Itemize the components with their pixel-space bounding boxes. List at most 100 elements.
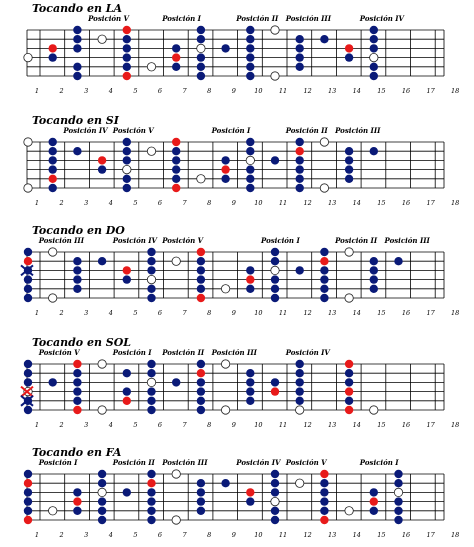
fret-number: 8 xyxy=(207,531,211,539)
scale-note-dot xyxy=(48,156,57,165)
scale-note-dot xyxy=(369,62,378,71)
fret-number: 11 xyxy=(279,309,287,317)
fret-number: 14 xyxy=(353,421,361,429)
scale-note-dot xyxy=(295,359,304,369)
root-note-dot xyxy=(73,359,82,369)
fret-number: 15 xyxy=(377,199,385,207)
scale-note-dot xyxy=(23,488,33,497)
fret-number: 13 xyxy=(328,531,336,539)
scale-note-dot xyxy=(196,62,206,71)
open-note-dot xyxy=(369,52,379,63)
scale-note-dot xyxy=(23,469,33,479)
fret-number: 18 xyxy=(451,309,459,317)
scale-note-dot xyxy=(97,506,107,515)
fret-number: 9 xyxy=(232,87,236,95)
open-note-dot xyxy=(245,155,255,165)
open-note-dot xyxy=(319,183,329,193)
scale-note-dot xyxy=(172,44,181,53)
fret-number: 12 xyxy=(303,421,311,429)
cross-marker-icon xyxy=(20,385,34,398)
fret-number: 9 xyxy=(232,421,236,429)
root-note-dot xyxy=(122,396,131,405)
scale-note-dot xyxy=(196,497,206,506)
scale-note-dot xyxy=(295,165,304,174)
scale-note-dot xyxy=(122,156,131,165)
scale-note-dot xyxy=(270,469,280,479)
cross-marker-icon xyxy=(20,395,34,407)
scale-note-dot xyxy=(172,165,181,174)
scale-note-dot xyxy=(23,275,33,284)
fret-number: 13 xyxy=(328,87,336,95)
fret-number: 7 xyxy=(183,531,188,539)
scale-note-dot xyxy=(394,257,403,266)
open-note-dot xyxy=(221,405,231,415)
position-label: Posición II xyxy=(285,126,329,135)
root-note-dot xyxy=(270,387,280,396)
scale-note-dot xyxy=(344,369,354,378)
scale-note-dot xyxy=(295,174,304,183)
scale-note-dot xyxy=(172,156,181,165)
fret-number: 10 xyxy=(254,309,262,317)
fret-number: 11 xyxy=(279,199,287,207)
fret-number: 12 xyxy=(303,309,311,317)
root-note-dot xyxy=(23,257,33,266)
position-label: Posición IV xyxy=(62,126,109,135)
scale-note-dot xyxy=(73,387,82,396)
fret-number: 10 xyxy=(254,87,262,95)
fret-number: 12 xyxy=(303,87,311,95)
fret-number: 14 xyxy=(353,199,361,207)
scale-note-dot xyxy=(320,284,329,293)
fret-number: 5 xyxy=(133,87,137,95)
fret-number: 15 xyxy=(377,309,385,317)
fret-number: 18 xyxy=(451,421,459,429)
fret-number: 6 xyxy=(158,87,162,95)
fret-number: 3 xyxy=(84,309,88,317)
scale-note-dot xyxy=(246,35,255,44)
scale-note-dot xyxy=(295,156,304,165)
root-note-dot xyxy=(369,497,378,506)
scale-note-dot xyxy=(73,266,82,275)
scale-note-dot xyxy=(73,284,82,293)
scale-note-dot xyxy=(320,35,329,44)
scale-note-dot xyxy=(320,293,329,303)
root-note-dot xyxy=(122,25,131,35)
scale-note-dot xyxy=(320,488,329,497)
scale-note-dot xyxy=(48,147,57,156)
open-note-dot xyxy=(97,487,107,497)
open-note-dot xyxy=(196,43,206,54)
scale-note-dot xyxy=(122,147,131,156)
position-label: Posición I xyxy=(260,236,300,245)
fret-number: 1 xyxy=(35,531,39,539)
root-note-dot xyxy=(172,137,181,147)
open-note-dot xyxy=(146,146,157,156)
fret-number: 15 xyxy=(377,87,385,95)
scale-note-dot xyxy=(369,147,378,156)
root-note-dot xyxy=(196,369,206,378)
fret-number: 18 xyxy=(451,199,459,207)
scale-note-dot xyxy=(73,62,82,71)
position-label: Posición IV xyxy=(359,14,406,23)
scale-note-dot xyxy=(147,359,156,369)
scale-note-dot xyxy=(48,378,57,387)
scale-note-dot xyxy=(320,497,329,506)
scale-note-dot xyxy=(246,284,255,293)
scale-note-dot xyxy=(196,488,206,497)
fret-number: 3 xyxy=(84,199,88,207)
open-note-dot xyxy=(270,25,280,35)
scale-note-dot xyxy=(320,275,329,284)
fret-number: 6 xyxy=(158,309,162,317)
fret-number: 6 xyxy=(158,531,162,539)
scale-note-dot xyxy=(147,396,156,405)
scale-note-dot xyxy=(246,62,255,71)
scale-note-dot xyxy=(270,293,280,303)
scale-note-dot xyxy=(369,35,378,44)
diagram-title: Tocando en DO xyxy=(32,224,125,237)
position-label: Posición III xyxy=(334,126,381,135)
fret-number: 9 xyxy=(232,199,236,207)
scale-note-dot xyxy=(196,387,206,396)
position-label: Posición I xyxy=(38,458,78,467)
scale-note-dot xyxy=(246,53,255,62)
